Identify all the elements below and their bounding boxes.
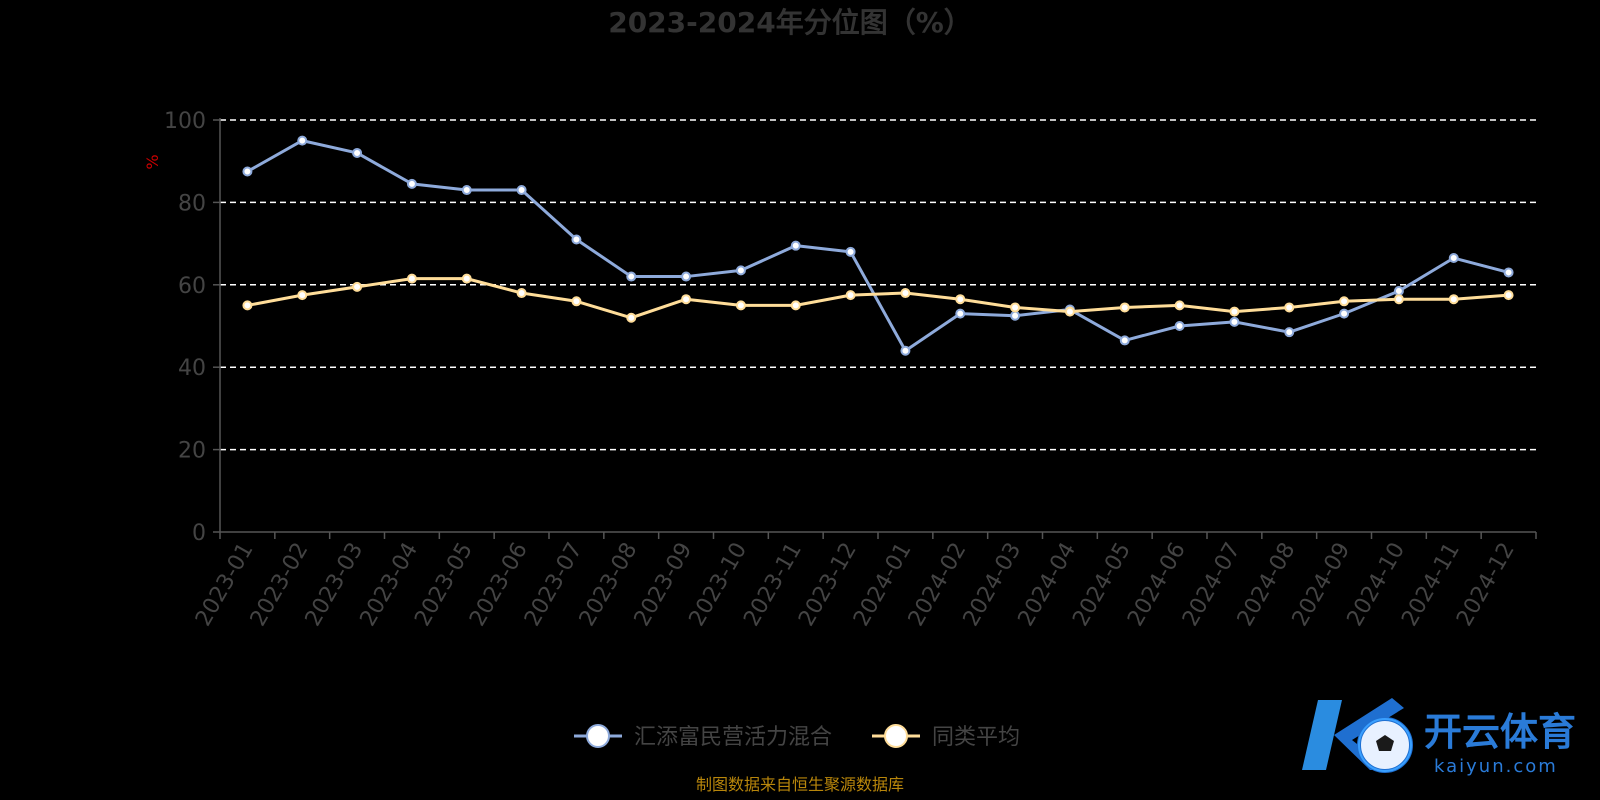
data-point-1[interactable] bbox=[845, 290, 856, 301]
watermark-logo: 开云体育 kaiyun.com bbox=[1302, 698, 1576, 777]
data-point-0[interactable] bbox=[1393, 285, 1404, 296]
legend-item-0[interactable]: 汇添富民营活力混合 bbox=[574, 724, 832, 750]
series-line-0 bbox=[246, 139, 1509, 353]
data-point-1[interactable] bbox=[1393, 294, 1404, 305]
data-point-1[interactable] bbox=[1119, 302, 1130, 313]
y-tick-label: 0 bbox=[192, 521, 206, 546]
data-point-1[interactable] bbox=[571, 296, 582, 307]
data-point-1[interactable] bbox=[297, 290, 308, 301]
data-point-0[interactable] bbox=[297, 135, 308, 146]
data-point-0[interactable] bbox=[735, 265, 746, 276]
data-point-1[interactable] bbox=[1503, 290, 1514, 301]
y-axis-unit: % bbox=[143, 154, 162, 169]
data-point-1[interactable] bbox=[1448, 294, 1459, 305]
data-point-0[interactable] bbox=[242, 166, 253, 177]
data-point-0[interactable] bbox=[790, 240, 801, 251]
data-point-0[interactable] bbox=[626, 271, 637, 282]
y-tick-label: 40 bbox=[178, 356, 206, 381]
data-point-0[interactable] bbox=[845, 246, 856, 257]
legend[interactable]: 汇添富民营活力混合 同类平均 bbox=[574, 724, 1020, 750]
data-point-1[interactable] bbox=[242, 300, 253, 311]
source-note: 制图数据来自恒生聚源数据库 bbox=[696, 775, 904, 794]
data-point-0[interactable] bbox=[352, 147, 363, 158]
data-point-0[interactable] bbox=[1010, 310, 1021, 321]
data-point-0[interactable] bbox=[1284, 327, 1295, 338]
grid-layer bbox=[220, 119, 1536, 451]
kaiyun-logo-icon bbox=[1302, 698, 1413, 773]
legend-item-1[interactable]: 同类平均 bbox=[872, 724, 1020, 750]
data-point-0[interactable] bbox=[900, 345, 911, 356]
data-point-1[interactable] bbox=[626, 312, 637, 323]
chart-title: 2023-2024年分位图（%） bbox=[608, 6, 972, 39]
data-point-1[interactable] bbox=[1010, 302, 1021, 313]
data-point-1[interactable] bbox=[352, 281, 363, 292]
legend-marker bbox=[586, 724, 610, 748]
data-point-0[interactable] bbox=[571, 234, 582, 245]
data-point-0[interactable] bbox=[1339, 308, 1350, 319]
y-tick-label: 80 bbox=[178, 191, 206, 216]
watermark-brand: 开云体育 bbox=[1424, 710, 1576, 754]
data-point-1[interactable] bbox=[955, 294, 966, 305]
data-point-1[interactable] bbox=[790, 300, 801, 311]
legend-marker bbox=[884, 724, 908, 748]
data-point-0[interactable] bbox=[1174, 321, 1185, 331]
data-point-0[interactable] bbox=[1503, 267, 1514, 278]
data-point-1[interactable] bbox=[516, 288, 527, 299]
legend-label: 汇添富民营活力混合 bbox=[634, 725, 832, 750]
data-point-0[interactable] bbox=[955, 308, 966, 319]
data-point-1[interactable] bbox=[1284, 302, 1295, 313]
data-point-1[interactable] bbox=[461, 273, 472, 284]
y-tick-label: 20 bbox=[178, 439, 206, 464]
data-point-1[interactable] bbox=[1339, 296, 1350, 307]
data-point-1[interactable] bbox=[1064, 306, 1075, 317]
data-point-1[interactable] bbox=[1229, 306, 1240, 317]
y-tick-label: 60 bbox=[178, 274, 206, 299]
data-point-1[interactable] bbox=[1174, 300, 1185, 311]
axis-layer: 0204060801002023-012023-022023-032023-04… bbox=[164, 109, 1537, 631]
data-point-1[interactable] bbox=[900, 288, 911, 299]
data-point-0[interactable] bbox=[1448, 253, 1459, 264]
data-point-1[interactable] bbox=[735, 300, 746, 311]
data-point-0[interactable] bbox=[1119, 335, 1130, 346]
data-point-0[interactable] bbox=[406, 178, 417, 189]
series-layer bbox=[242, 135, 1514, 356]
watermark-domain: kaiyun.com bbox=[1434, 756, 1558, 777]
data-point-0[interactable] bbox=[681, 271, 692, 282]
y-tick-label: 100 bbox=[164, 109, 206, 134]
legend-label: 同类平均 bbox=[932, 725, 1020, 750]
data-point-1[interactable] bbox=[681, 294, 692, 305]
data-point-0[interactable] bbox=[1229, 316, 1240, 327]
data-point-1[interactable] bbox=[406, 273, 417, 284]
data-point-0[interactable] bbox=[461, 185, 472, 196]
series-line-1 bbox=[247, 277, 1509, 320]
data-point-0[interactable] bbox=[516, 185, 527, 196]
